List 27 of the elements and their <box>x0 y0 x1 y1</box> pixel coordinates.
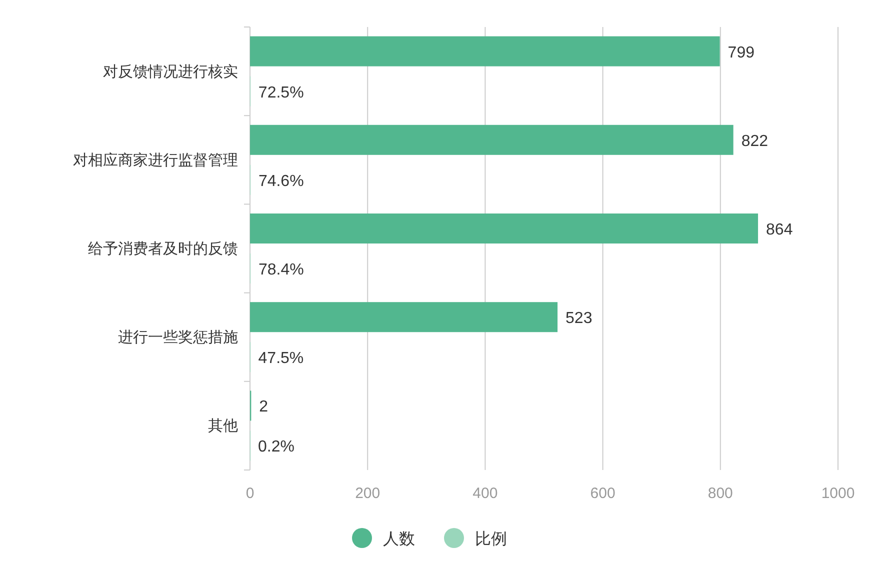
x-tick-label: 600 <box>590 485 616 502</box>
data-label: 864 <box>766 222 793 238</box>
legend-label: 人数 <box>383 531 415 548</box>
y-tick-label: 其他 <box>208 418 238 435</box>
data-label: 2 <box>259 398 268 416</box>
x-tick-label: 200 <box>355 485 380 502</box>
x-tick-label: 1000 <box>821 485 855 502</box>
y-tick-label: 给予消费者及时的反馈 <box>88 240 238 258</box>
data-label: 0.2% <box>258 438 294 456</box>
bar <box>250 124 734 155</box>
bar <box>250 36 720 66</box>
y-tick-label: 进行一些奖惩措施 <box>118 329 238 346</box>
data-label: 822 <box>741 132 768 150</box>
x-tick-label: 800 <box>708 485 733 502</box>
bar <box>250 214 758 244</box>
data-label: 47.5% <box>258 350 304 368</box>
data-label: 74.6% <box>258 172 304 190</box>
data-label: 72.5% <box>258 84 304 102</box>
y-tick-label: 对相应商家进行监督管理 <box>73 152 238 169</box>
data-label: 78.4% <box>258 262 304 278</box>
data-label: 523 <box>566 310 592 328</box>
x-tick-label: 0 <box>246 485 254 502</box>
y-tick-label: 对反馈情况进行核实 <box>103 63 238 80</box>
data-label: 799 <box>728 44 755 62</box>
legend-label: 比例 <box>475 530 507 548</box>
bar <box>250 302 558 332</box>
x-tick-label: 400 <box>472 485 498 502</box>
